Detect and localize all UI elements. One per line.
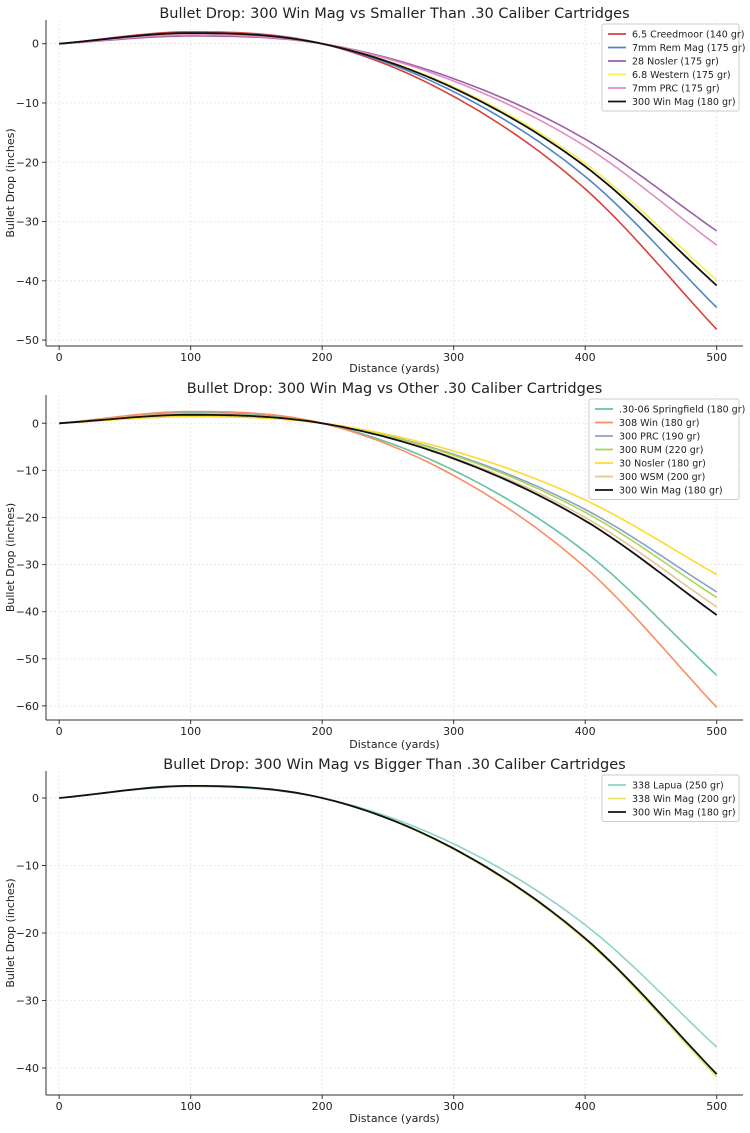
x-axis-label: Distance (yards) xyxy=(349,738,439,751)
series-line xyxy=(59,411,718,676)
x-tick-label: 200 xyxy=(312,725,333,738)
x-tick-label: 200 xyxy=(312,1100,333,1113)
y-axis-label: Bullet Drop (inches) xyxy=(4,503,17,612)
series-line xyxy=(59,785,718,1048)
legend-label: 7mm PRC (175 gr) xyxy=(632,84,720,95)
legend-label: .30-06 Springfield (180 gr) xyxy=(619,405,745,416)
y-tick-label: −10 xyxy=(16,860,39,873)
legend-label: 308 Win (180 gr) xyxy=(619,418,700,429)
x-tick-label: 500 xyxy=(706,725,727,738)
y-axis-label: Bullet Drop (inches) xyxy=(4,128,17,237)
x-tick-label: 0 xyxy=(56,1100,63,1113)
legend-label: 6.5 Creedmoor (140 gr) xyxy=(632,30,744,41)
chart-1: 0 100 200 300 400 500 0 −10 −20 −30 −40 −50 Bullet D… xyxy=(4,6,745,375)
x-tick-label: 500 xyxy=(706,1100,727,1113)
chart-2: 0 100 200 300 400 500 0 −10 −20 −30 −40 −50 −60 Bulle… xyxy=(4,381,745,751)
x-tick-label: 100 xyxy=(180,1100,201,1113)
y-tick-label: −20 xyxy=(16,927,39,940)
y-tick-label: 0 xyxy=(32,38,39,51)
legend-label: 338 Lapua (250 gr) xyxy=(632,781,724,792)
x-tick-label: 400 xyxy=(575,1100,596,1113)
series-line xyxy=(59,415,718,576)
y-tick-label: −50 xyxy=(16,653,39,666)
y-tick-label: −40 xyxy=(16,275,39,288)
series-line xyxy=(59,31,718,330)
y-axis-label: Bullet Drop (inches) xyxy=(4,878,17,987)
y-tick-label: 0 xyxy=(32,792,39,805)
chart-title: Bullet Drop: 300 Win Mag vs Other .30 Ca… xyxy=(187,381,603,397)
series-line xyxy=(59,785,718,1075)
y-tick-label: 0 xyxy=(32,417,39,430)
legend-label: 300 WSM (200 gr) xyxy=(619,472,705,483)
legend: 338 Lapua (250 gr) 338 Win Mag (200 gr) 30… xyxy=(601,774,740,822)
y-tick-label: −30 xyxy=(16,216,39,229)
x-tick-label: 100 xyxy=(180,351,201,364)
chart-title: Bullet Drop: 300 Win Mag vs Bigger Than … xyxy=(163,757,625,773)
x-tick-label: 0 xyxy=(56,725,63,738)
y-tick-label: −50 xyxy=(16,334,39,347)
y-tick-label: −40 xyxy=(16,1062,39,1075)
series-line xyxy=(59,410,718,708)
x-tick-label: 300 xyxy=(443,351,464,364)
chart-3: 0 100 200 300 400 500 0 −10 −20 −30 −40 Bullet Drop… xyxy=(4,757,743,1125)
y-tick-label: −60 xyxy=(16,700,39,713)
x-tick-label: 0 xyxy=(56,351,63,364)
legend-box xyxy=(601,774,740,822)
x-tick-label: 400 xyxy=(575,725,596,738)
legend-label: 300 Win Mag (180 gr) xyxy=(619,486,723,497)
legend: .30-06 Springfield (180 gr) 308 Win (180 … xyxy=(588,398,745,500)
y-tick-label: −10 xyxy=(16,464,39,477)
legend-label: 300 PRC (190 gr) xyxy=(619,432,700,443)
x-axis-label: Distance (yards) xyxy=(349,1112,439,1125)
x-tick-label: 200 xyxy=(312,351,333,364)
x-tick-label: 400 xyxy=(575,351,596,364)
series-line xyxy=(59,34,718,246)
y-tick-label: −20 xyxy=(16,156,39,169)
legend-box xyxy=(601,23,740,112)
legend: 6.5 Creedmoor (140 gr) 7mm Rem Mag (175 g… xyxy=(601,23,745,112)
legend-label: 338 Win Mag (200 gr) xyxy=(632,794,736,805)
series-line xyxy=(59,35,718,232)
y-tick-label: −40 xyxy=(16,606,39,619)
y-tick-label: −30 xyxy=(16,995,39,1008)
x-axis-label: Distance (yards) xyxy=(349,362,439,375)
legend-label: 300 Win Mag (180 gr) xyxy=(632,97,736,108)
legend-label: 300 Win Mag (180 gr) xyxy=(632,808,736,819)
series-line xyxy=(59,785,718,1078)
series-line xyxy=(59,32,718,287)
legend-label: 30 Nosler (180 gr) xyxy=(619,459,706,470)
x-tick-label: 100 xyxy=(180,725,201,738)
legend-label: 300 RUM (220 gr) xyxy=(619,445,703,456)
x-tick-label: 300 xyxy=(443,1100,464,1113)
series-line xyxy=(59,413,718,616)
y-tick-label: −20 xyxy=(16,511,39,524)
legend-box xyxy=(588,398,740,500)
legend-label: 6.8 Western (175 gr) xyxy=(632,70,731,81)
legend-label: 28 Nosler (175 gr) xyxy=(632,57,719,68)
y-tick-label: −10 xyxy=(16,97,39,110)
y-tick-label: −30 xyxy=(16,559,39,572)
x-tick-label: 300 xyxy=(443,725,464,738)
chart-title: Bullet Drop: 300 Win Mag vs Smaller Than… xyxy=(159,6,629,22)
legend-label: 7mm Rem Mag (175 gr) xyxy=(632,43,745,54)
x-tick-label: 500 xyxy=(706,351,727,364)
